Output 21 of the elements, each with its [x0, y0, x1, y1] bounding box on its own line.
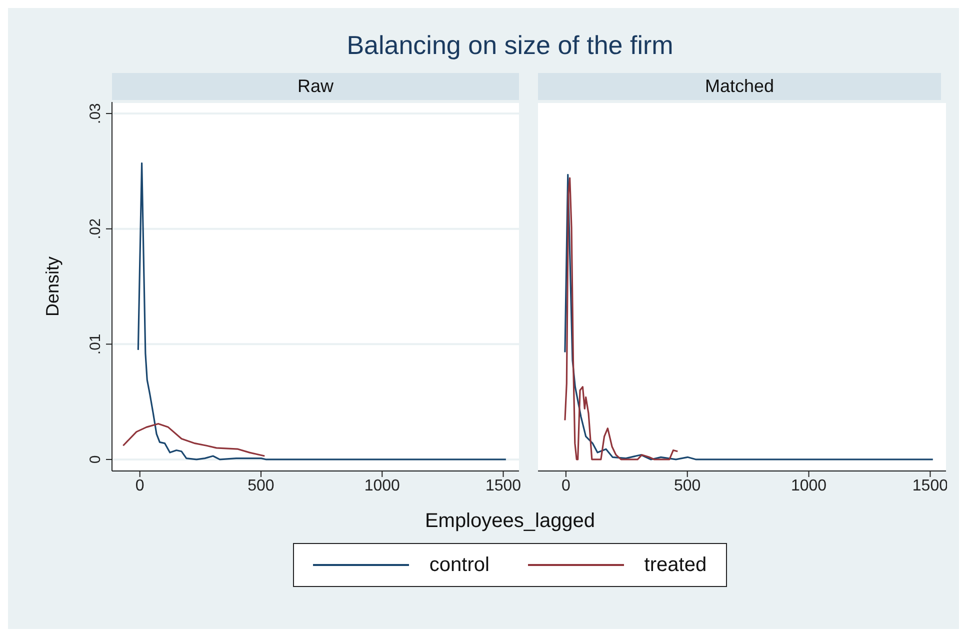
legend-label: treated — [644, 554, 707, 576]
y-tick-label: .03 — [87, 103, 104, 124]
chart-title: Balancing on size of the firm — [346, 30, 674, 61]
x-axis-title: Employees_lagged — [424, 510, 596, 533]
chart-subtitle: Matched — [538, 73, 941, 100]
x-tick-label: 1500 — [912, 477, 948, 494]
x-tick-label: 500 — [248, 477, 274, 494]
x-tick-label: 1500 — [485, 477, 522, 494]
x-tick-label: 500 — [674, 477, 701, 494]
x-tick-label: 1000 — [790, 477, 827, 494]
y-axis-title: Density — [42, 256, 62, 317]
y-tick-label: .01 — [87, 334, 104, 355]
line-series — [137, 162, 507, 460]
x-tick-label: 1000 — [364, 477, 400, 494]
legend-label: control — [429, 554, 490, 576]
x-tick-label: 0 — [561, 477, 570, 494]
x-tick-label: 0 — [135, 477, 144, 494]
chart-subtitle: Raw — [112, 73, 519, 100]
y-tick-label: .02 — [87, 218, 104, 240]
line-series — [122, 422, 266, 457]
y-tick-label: 0 — [87, 455, 104, 464]
